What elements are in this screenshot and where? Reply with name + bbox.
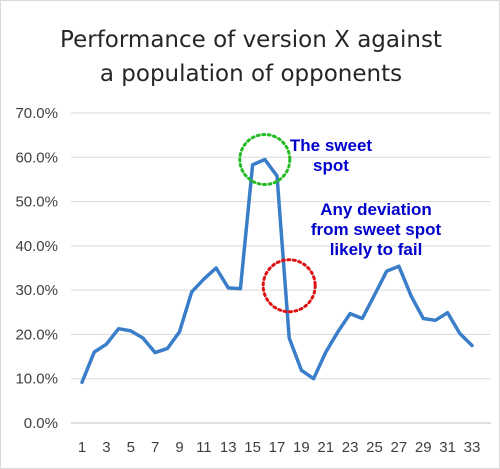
x-tick-label: 17	[269, 439, 286, 456]
x-tick-label: 7	[151, 439, 159, 456]
x-tick-label: 15	[244, 439, 261, 456]
x-axis-tick-labels: 1 3 5 7 9 11 13 15 17 19 21 23 25 27 29 31 33	[78, 439, 481, 456]
annotation-circle	[238, 133, 292, 186]
y-tick-label: 40.0%	[15, 238, 58, 255]
annotation-text: Any deviation	[320, 200, 431, 219]
x-tick-label: 31	[439, 439, 456, 456]
y-tick-label: 30.0%	[15, 282, 58, 299]
gridlines	[71, 112, 491, 380]
x-tick-label: 13	[220, 439, 237, 456]
x-tick-label: 33	[464, 439, 481, 456]
series-group	[80, 157, 474, 385]
y-tick-label: 50.0%	[15, 194, 58, 211]
series-line	[80, 157, 474, 385]
annotation-circle	[261, 258, 317, 314]
y-axis-tick-labels: 0.0% 10.0% 20.0% 30.0% 40.0% 50.0% 60.0% 70.0%	[15, 105, 58, 432]
chart-title-line-2: a population of opponents	[100, 61, 402, 87]
y-tick-label: 0.0%	[24, 415, 58, 432]
x-tick-label: 5	[127, 439, 135, 456]
x-tick-label: 27	[391, 439, 408, 456]
x-tick-label: 3	[102, 439, 110, 456]
chart-title: Performance of version X against a popul…	[60, 27, 442, 87]
x-tick-label: 1	[78, 439, 86, 456]
x-tick-label: 9	[175, 439, 183, 456]
y-tick-label: 60.0%	[15, 149, 58, 166]
x-tick-label: 19	[293, 439, 310, 456]
y-tick-label: 70.0%	[15, 105, 58, 122]
annotation-text: from sweet spot	[311, 220, 442, 239]
annotation-text: The sweet	[290, 136, 373, 155]
annotation-text: likely to fail	[330, 240, 423, 259]
annotation-text: spot	[313, 156, 349, 175]
x-tick-label: 29	[415, 439, 432, 456]
x-tick-label: 21	[317, 439, 334, 456]
y-tick-label: 20.0%	[15, 326, 58, 343]
x-tick-label: 23	[342, 439, 359, 456]
x-tick-label: 25	[366, 439, 383, 456]
chart-title-line-1: Performance of version X against	[60, 27, 442, 53]
x-tick-label: 11	[196, 439, 212, 456]
y-tick-label: 10.0%	[15, 371, 58, 388]
